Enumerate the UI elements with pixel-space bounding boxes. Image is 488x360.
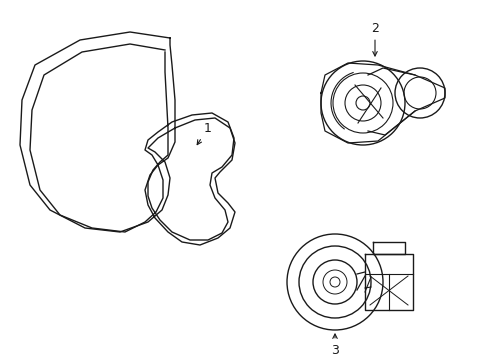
Text: 3: 3 <box>330 334 338 356</box>
Text: 1: 1 <box>197 122 211 145</box>
Text: 2: 2 <box>370 22 378 56</box>
